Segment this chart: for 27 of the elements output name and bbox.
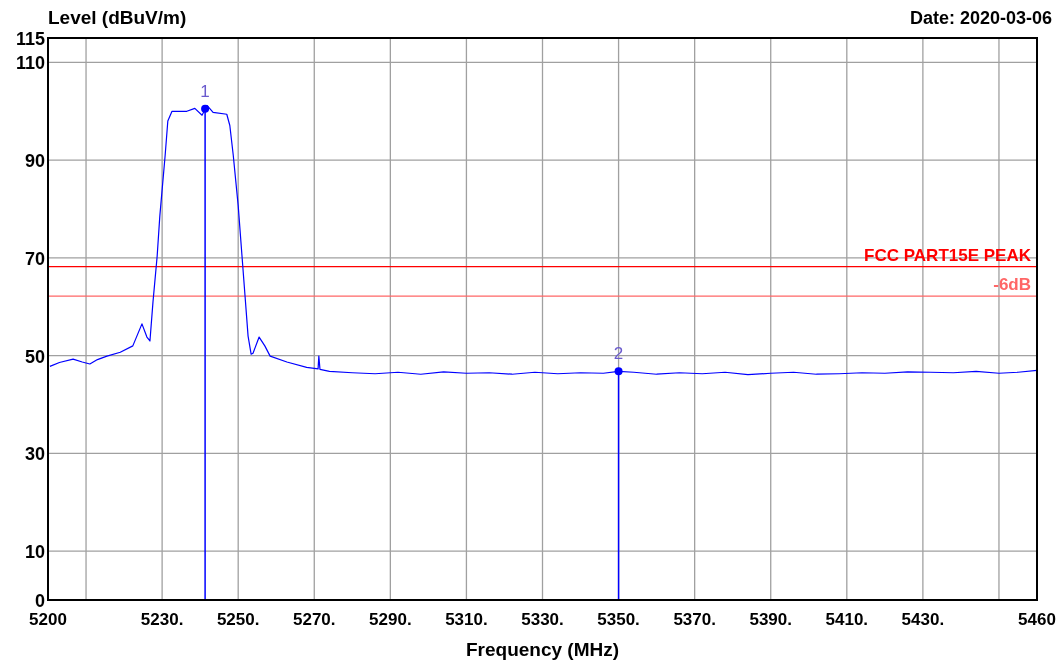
annotation: 1: [200, 81, 210, 101]
x-tick-label: 5270.: [293, 610, 336, 629]
ref-line-label: FCC PART15E PEAK: [864, 245, 1032, 265]
y-tick-label: 110: [15, 53, 45, 74]
x-tick-label: 5410.: [825, 610, 869, 629]
x-tick-label: 5390.: [749, 610, 792, 629]
y-tick-label: 30: [24, 444, 45, 465]
x-tick-label: 5290.: [369, 610, 412, 629]
x-tick-label: 5200: [29, 610, 67, 629]
x-tick-label: 5350.: [597, 610, 640, 629]
x-tick-label: 5460: [1018, 610, 1056, 629]
y-tick-label: 50: [24, 346, 45, 367]
y-tick-label: 115: [15, 29, 45, 49]
y-tick-label: 90: [24, 151, 45, 172]
x-tick-label: 5230.: [140, 610, 184, 629]
x-axis-title: Frequency (MHz): [465, 639, 620, 660]
x-tick-label: 5370.: [673, 610, 716, 629]
ref-line-label: -6dB: [993, 275, 1031, 295]
y-axis-title: Level (dBuV/m): [48, 7, 187, 28]
y-tick-label: 70: [24, 248, 45, 269]
y-tick-label: 0: [34, 591, 45, 611]
text: Date: 2020-03-06: [909, 8, 1052, 28]
x-tick-label: 5250.: [216, 610, 260, 629]
x-tick-label: 5430.: [901, 610, 945, 629]
x-tick-label: 5310.: [445, 610, 488, 629]
y-tick-label: 10: [24, 542, 45, 563]
x-tick-label: 5330.: [521, 610, 564, 629]
